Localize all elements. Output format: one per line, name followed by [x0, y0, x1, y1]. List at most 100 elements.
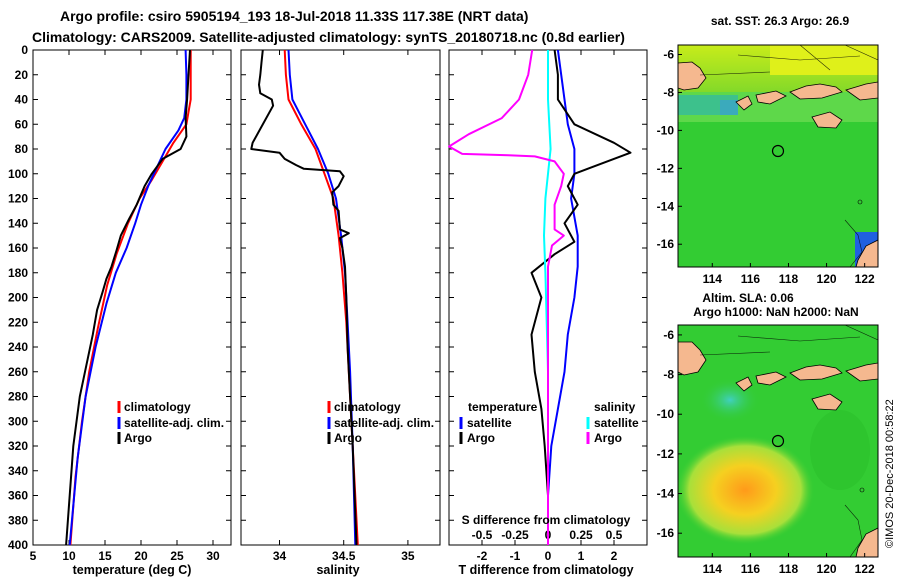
land-flores [845, 81, 878, 101]
land-lombok [755, 90, 787, 105]
depth-tick-label: 120 [8, 192, 28, 206]
map-lat-tick-label: -14 [657, 199, 675, 213]
salinity-xtick-label: 34.5 [332, 549, 356, 563]
depth-tick-label: 20 [15, 68, 29, 82]
difference-xlabel: T difference from climatology [458, 563, 633, 577]
difference-xtick-label: 2 [611, 549, 618, 563]
depth-tick-label: 160 [8, 241, 28, 255]
depth-tick-label: 60 [15, 117, 29, 131]
temperature-xlabel: temperature (deg C) [73, 563, 192, 577]
map-lat-tick-label: -10 [657, 407, 675, 421]
depth-tick-label: 40 [15, 93, 29, 107]
depth-tick-label: 360 [8, 489, 28, 503]
land-sumba [811, 111, 843, 129]
difference-top-xlabel: S difference from climatology [462, 513, 631, 527]
legend-label-satellite: satellite-adj. clim. [334, 416, 434, 430]
depth-tick-label: 100 [8, 167, 28, 181]
difference-legend: temperature salinity satellite Argo sate… [459, 400, 639, 445]
depth-tick-label: 300 [8, 414, 28, 428]
land-flores [845, 362, 878, 382]
map-lat-tick-label: -8 [663, 368, 674, 382]
temperature-xtick-label: 25 [170, 549, 184, 563]
land-lombok [755, 371, 787, 386]
temperature-xtick-label: 20 [134, 549, 148, 563]
watermark: ©IMOS 20-Dec-2018 00:58:22 [884, 399, 896, 548]
temperature-xtick-label: 15 [98, 549, 112, 563]
difference-top-xtick-label: -0.25 [501, 528, 529, 542]
map-lat-tick-label: -16 [657, 237, 675, 251]
depth-tick-label: 260 [8, 365, 28, 379]
sst-map-title: sat. SST: 26.3 Argo: 26.9 [711, 14, 850, 28]
map-lat-tick-label: -6 [663, 328, 674, 342]
difference-plot: -2 -1 0 1 2-0.5 -0.25 0 0.25 0.5 [448, 49, 632, 563]
map-lat-tick-label: -6 [663, 47, 674, 61]
map-lat-tick-label: -14 [657, 487, 675, 501]
map-lon-tick-label: 116 [741, 562, 761, 576]
land-bali [735, 95, 753, 111]
salinity-series-satellite-adj-clim- [287, 49, 357, 546]
map-lon-tick-label: 122 [855, 562, 875, 576]
legend-label-argo: Argo [124, 431, 152, 445]
legend-heading-salinity: salinity [594, 400, 636, 414]
legend-heading-temperature: temperature [468, 400, 538, 414]
salinity-panel-frame [240, 49, 441, 546]
legend-label-s-argo: Argo [594, 431, 622, 445]
depth-tick-label: 380 [8, 513, 28, 527]
land-australia [855, 527, 878, 557]
map-lon-tick-label: 122 [855, 272, 875, 286]
difference-series-t-argo [530, 49, 632, 545]
depth-tick-label: 220 [8, 315, 28, 329]
legend-label-climatology: climatology [334, 400, 401, 414]
map-lat-tick-label: -12 [657, 161, 675, 175]
depth-tick-label: 0 [21, 43, 28, 57]
legend-label-argo: Argo [334, 431, 362, 445]
temperature-series-satellite-adj-clim- [68, 49, 188, 546]
depth-tick-label: 280 [8, 390, 28, 404]
title-line2: Climatology: CARS2009. Satellite-adjuste… [32, 29, 625, 45]
salinity-xlabel: salinity [316, 563, 359, 577]
difference-xtick-label: 0 [545, 549, 552, 563]
argo-position-marker [771, 434, 785, 448]
legend-label-s-satellite: satellite [594, 416, 639, 430]
argo-position-marker [771, 144, 785, 158]
map-lat-tick-label: -16 [657, 526, 675, 540]
land-java [678, 61, 707, 91]
temperature-xtick-label: 5 [30, 549, 37, 563]
map-lon-tick-label: 116 [741, 272, 761, 286]
map-lon-tick-label: 118 [779, 272, 799, 286]
sst-map-ticks: -6 -8 -10 -12 -14 -16 114 116 118 120 122 [657, 47, 875, 286]
temperature-plot: 5 10 15 20 25 30 [30, 49, 220, 563]
map-lon-tick-label: 114 [703, 562, 723, 576]
legend-label-satellite: satellite-adj. clim. [124, 416, 224, 430]
temperature-legend: climatology satellite-adj. clim. Argo [117, 400, 224, 445]
difference-xtick-label: 1 [578, 549, 585, 563]
sla-map-title2: Argo h1000: NaN h2000: NaN [693, 305, 858, 319]
difference-top-xtick-label: 0.25 [569, 528, 593, 542]
land-sumbawa [789, 364, 843, 381]
difference-top-xtick-label: 0.5 [606, 528, 623, 542]
land-java [678, 341, 707, 376]
depth-tick-label: 320 [8, 439, 28, 453]
depth-tick-label: 80 [15, 142, 29, 156]
difference-xtick-label: -2 [477, 549, 488, 563]
temperature-series-argo [65, 49, 191, 546]
difference-series-s-argo [448, 49, 565, 545]
map-lat-tick-label: -8 [663, 85, 674, 99]
salinity-plot: 34 34.5 35 [250, 49, 415, 563]
salinity-series-argo [250, 49, 358, 546]
depth-tick-label: 240 [8, 340, 28, 354]
depth-tick-label: 340 [8, 464, 28, 478]
sst-map-frame [677, 44, 879, 268]
map-lat-tick-label: -12 [657, 447, 675, 461]
temperature-xtick-label: 30 [206, 549, 220, 563]
legend-label-t-argo: Argo [467, 431, 495, 445]
temperature-panel-frame [32, 49, 232, 546]
sla-map-ticks: -6 -8 -10 -12 -14 -16 114 116 118 120 122 [657, 328, 875, 576]
temperature-series-climatology [69, 50, 192, 546]
depth-tick-label: 140 [8, 216, 28, 230]
map-lon-tick-label: 120 [817, 562, 837, 576]
land-bali [735, 376, 753, 392]
depth-tick-label: 180 [8, 266, 28, 280]
title-line1: Argo profile: csiro 5905194_193 18-Jul-2… [60, 8, 528, 24]
